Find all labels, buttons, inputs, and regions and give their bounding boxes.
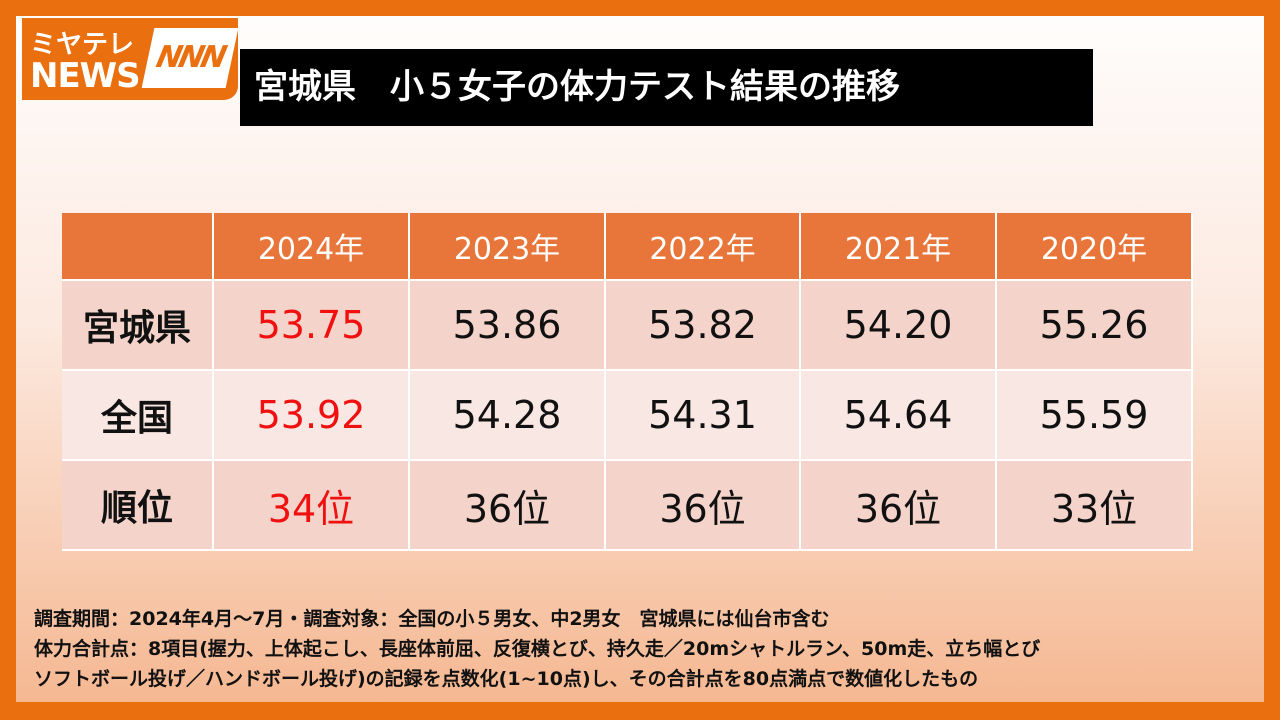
table-cell: 36位 [606,461,801,551]
table-cell: 34位 [214,461,410,551]
table-cell: 36位 [801,461,997,551]
table-cell: 54.64 [801,371,997,461]
header-cell: 2024年 [214,213,410,281]
table-cell: 53.86 [410,281,606,371]
table-cell: 55.59 [997,371,1193,461]
table-cell: 53.92 [214,371,410,461]
note: 調査期間：2024年4月～7月・調査対象：全国の小５男女、中2男女 宮城県には仙… [34,608,830,630]
table-cell: 33位 [997,461,1193,551]
table-cell: 54.28 [410,371,606,461]
header-cell: 2021年 [801,213,997,281]
header-cell [62,213,214,281]
table-cell: 36位 [410,461,606,551]
logo-text: NEWS [30,56,141,96]
row-label: 全国 [62,371,214,461]
row-label: 宮城県 [62,281,214,371]
table-cell: 55.26 [997,281,1193,371]
logo-mark: NNN [141,28,239,88]
table-cell: 53.75 [214,281,410,371]
row-label: 順位 [62,461,214,551]
table-cell: 54.31 [606,371,801,461]
header-cell: 2023年 [410,213,606,281]
note: 体力合計点：8項目(握力、上体起こし、長座体前屈、反復横とび、持久走／20mシャ… [34,638,1041,660]
title: 宮城県 小５女子の体力テスト結果の推移 [240,49,1093,126]
header-cell: 2022年 [606,213,801,281]
note: ソフトボール投げ／ハンドボール投げ)の記録を点数化(1~10点)し、その合計点を… [34,668,979,690]
table-cell: 53.82 [606,281,801,371]
logo: ミヤテレ NEWS NNN [22,18,239,100]
logo-text: ミヤテレ [30,30,135,60]
header-cell: 2020年 [997,213,1193,281]
table-cell: 54.20 [801,281,997,371]
